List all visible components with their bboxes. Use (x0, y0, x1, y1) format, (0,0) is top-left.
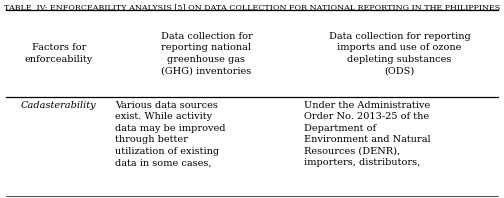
Text: Factors for
enforceability: Factors for enforceability (25, 43, 93, 64)
Text: Data collection for
reporting national
greenhouse gas
(GHG) inventories: Data collection for reporting national g… (161, 32, 253, 75)
Text: Under the Administrative
Order No. 2013-25 of the
Department of
Environment and : Under the Administrative Order No. 2013-… (304, 101, 431, 167)
Text: Cadasterability: Cadasterability (21, 101, 97, 110)
Text: TABLE  IV: ENFORCEABILITY ANALYSIS [5] ON DATA COLLECTION FOR NATIONAL REPORTING: TABLE IV: ENFORCEABILITY ANALYSIS [5] ON… (4, 3, 500, 11)
Text: Data collection for reporting
imports and use of ozone
depleting substances
(ODS: Data collection for reporting imports an… (329, 32, 470, 75)
Text: Various data sources
exist. While activity
data may be improved
through better
u: Various data sources exist. While activi… (115, 101, 225, 167)
